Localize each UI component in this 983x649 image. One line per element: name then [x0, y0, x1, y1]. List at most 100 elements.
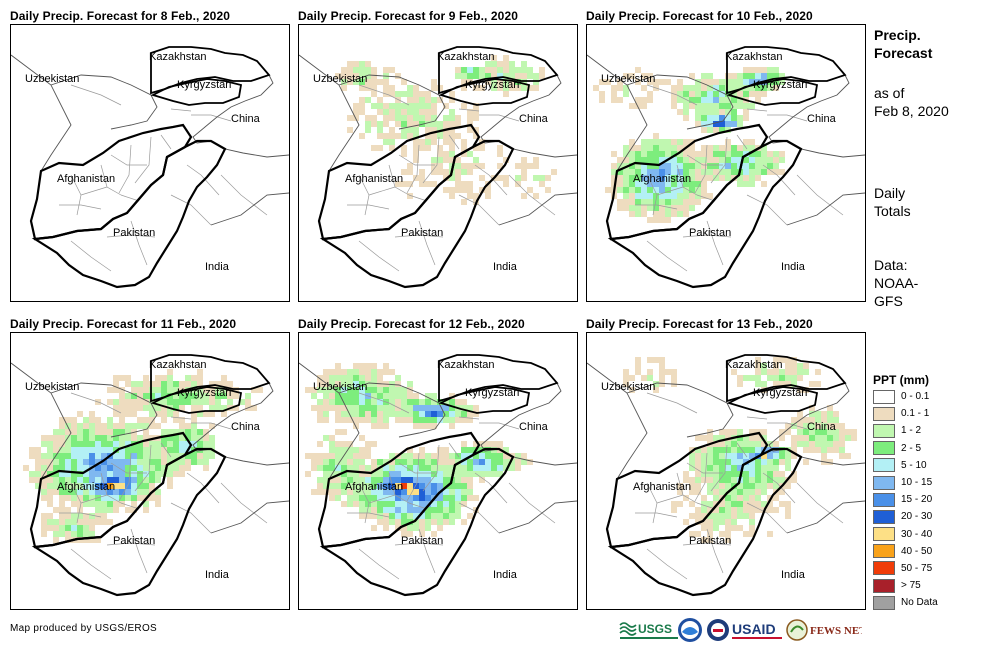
province-boundary	[646, 548, 688, 580]
province-boundary	[220, 482, 268, 524]
kyrgyzstan-outline	[726, 386, 819, 414]
legend-label: 15 - 20	[901, 494, 933, 506]
legend-label: > 75	[901, 580, 921, 592]
province-boundary	[106, 542, 156, 546]
country-label-pakistan: Pakistan	[401, 535, 444, 547]
country-label-china: China	[231, 421, 260, 433]
province-boundary	[347, 204, 390, 210]
province-boundary	[418, 528, 436, 574]
country-label-uzbekistan: Uzbekistan	[313, 381, 368, 393]
country-label-pakistan: Pakistan	[113, 227, 156, 239]
map-frame: Kazakhstan Uzbekistan Kyrgyzstan China Afgha…	[586, 332, 866, 610]
legend-item: 1 - 2	[873, 422, 978, 439]
precip-map	[587, 46, 865, 289]
precip-raster	[335, 55, 557, 205]
province-boundary	[746, 108, 768, 112]
province-boundary	[682, 542, 732, 546]
fewsnet-logo: FEWS NET	[786, 619, 862, 641]
province-boundary	[70, 392, 122, 414]
legend-item: No Data	[873, 594, 978, 611]
country-label-china: China	[231, 113, 260, 125]
map-panel-2: Daily Precip. Forecast for 9 Feb., 2020 …	[298, 8, 578, 302]
pakistan-outline	[31, 447, 227, 597]
precip-map	[587, 354, 865, 597]
country-label-afghanistan: Afghanistan	[633, 173, 692, 185]
map-frame: Kazakhstan Uzbekistan Kyrgyzstan China Afgha…	[586, 24, 866, 302]
province-boundary	[70, 548, 112, 580]
country-label-kazakhstan: Kazakhstan	[725, 359, 783, 371]
province-boundary	[736, 442, 748, 458]
country-label-afghanistan: Afghanistan	[345, 481, 404, 493]
province-boundary	[682, 234, 732, 238]
province-boundary	[696, 502, 716, 510]
country-label-india: India	[781, 261, 805, 273]
province-boundary	[170, 502, 212, 534]
panel-title: Daily Precip. Forecast for 8 Feb., 2020	[10, 9, 230, 23]
province-boundary	[458, 502, 500, 534]
province-boundary	[118, 452, 132, 502]
country-label-uzbekistan: Uzbekistan	[25, 73, 80, 85]
province-boundary	[191, 422, 232, 430]
usaid-logo-text: USAID	[732, 621, 776, 637]
legend-label: 30 - 40	[901, 528, 933, 540]
province-boundary	[70, 84, 122, 106]
turkmenistan-border	[587, 362, 648, 480]
province-boundary	[762, 472, 796, 504]
country-label-kazakhstan: Kazakhstan	[437, 51, 495, 63]
country-label-kyrgyzstan: Kyrgyzstan	[465, 79, 520, 91]
province-boundary	[170, 108, 192, 112]
legend-swatch	[873, 544, 895, 559]
province-boundary	[358, 240, 400, 272]
province-boundary	[635, 512, 678, 518]
country-label-india: India	[493, 261, 517, 273]
panel-title: Daily Precip. Forecast for 12 Feb., 2020	[298, 317, 525, 331]
china-border	[192, 74, 289, 158]
province-boundary	[458, 108, 480, 112]
country-label-kazakhstan: Kazakhstan	[725, 51, 783, 63]
data-source-line1: Data:	[874, 257, 908, 273]
precip-raster	[623, 357, 857, 543]
province-boundary	[59, 512, 102, 518]
legend-swatch	[873, 492, 895, 507]
china-border	[480, 74, 577, 158]
turkmenistan-border	[11, 362, 72, 480]
fewsnet-logo-text: FEWS NET	[810, 625, 862, 637]
province-boundary	[160, 134, 172, 150]
province-boundary	[186, 164, 220, 196]
province-boundary	[479, 422, 520, 430]
legend-item: 0.1 - 1	[873, 405, 978, 422]
country-label-kyrgyzstan: Kyrgyzstan	[753, 387, 808, 399]
province-boundary	[686, 154, 723, 166]
country-label-pakistan: Pakistan	[401, 227, 444, 239]
legend-swatch	[873, 595, 895, 610]
country-label-kazakhstan: Kazakhstan	[437, 359, 495, 371]
province-boundary	[358, 84, 410, 106]
pakistan-outline	[607, 447, 803, 597]
turkmenistan-border	[299, 362, 360, 480]
legend-swatch	[873, 389, 895, 404]
province-boundary	[458, 194, 500, 226]
legend-swatch	[873, 509, 895, 524]
province-boundary	[394, 542, 444, 546]
legend-title: PPT (mm)	[873, 373, 930, 387]
india-border	[210, 192, 289, 226]
china-border	[768, 382, 865, 466]
country-label-china: China	[807, 113, 836, 125]
country-label-kyrgyzstan: Kyrgyzstan	[177, 79, 232, 91]
legend-label: 40 - 50	[901, 545, 933, 557]
province-boundary	[80, 494, 108, 504]
province-boundary	[767, 422, 808, 430]
country-label-uzbekistan: Uzbekistan	[601, 73, 656, 85]
legend-swatch	[873, 475, 895, 490]
country-label-kyrgyzstan: Kyrgyzstan	[177, 387, 232, 399]
province-boundary	[696, 194, 716, 202]
usgs-logo: USGS	[619, 622, 678, 639]
pakistan-outline	[319, 447, 515, 597]
kyrgyzstan-outline	[438, 78, 531, 106]
country-label-kazakhstan: Kazakhstan	[149, 359, 207, 371]
province-boundary	[746, 416, 768, 420]
legend-swatch	[873, 406, 895, 421]
india-border	[786, 192, 865, 226]
country-label-china: China	[807, 421, 836, 433]
country-label-afghanistan: Afghanistan	[345, 173, 404, 185]
